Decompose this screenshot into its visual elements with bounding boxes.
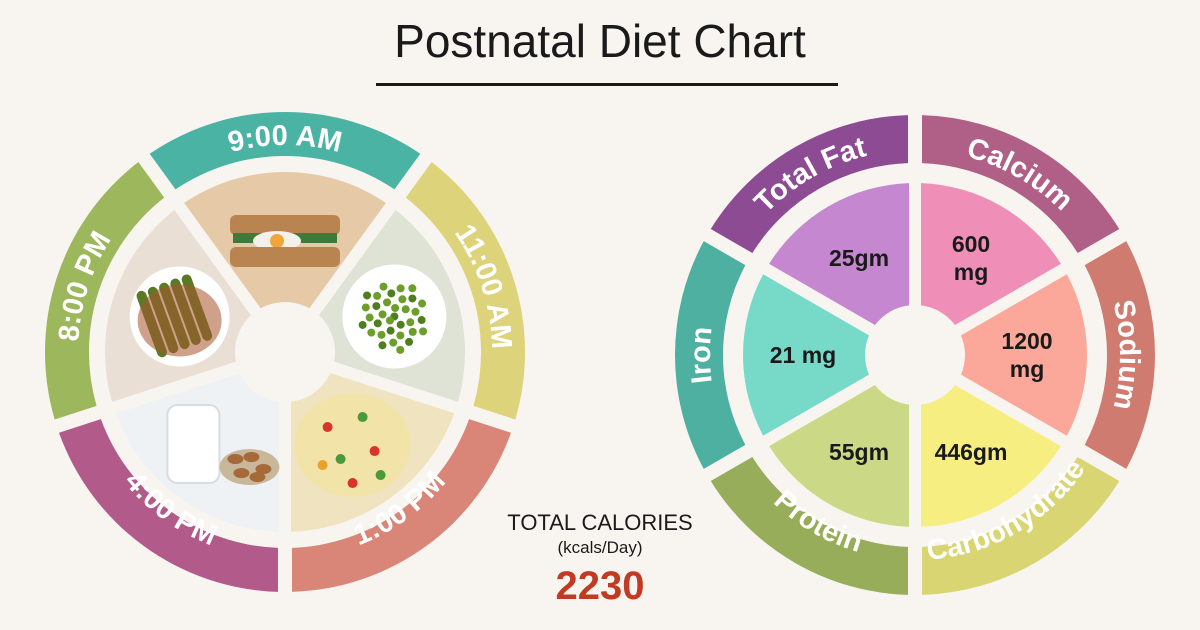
nutrient-value-label: 446gm <box>935 439 1008 465</box>
nutrient-value-label: 1200 mg <box>1001 328 1052 382</box>
nutrient-ring-segment <box>1084 241 1155 469</box>
nutrient-ring-segment <box>921 115 1120 254</box>
meal-time-segment <box>405 162 525 420</box>
nutrient-value-segment <box>920 385 1061 527</box>
stuffed-okra-icon-motif <box>129 266 230 367</box>
meal-time-segment <box>59 419 279 592</box>
nutrient-value-segment <box>920 183 1061 325</box>
nutrient-value-label: 25gm <box>829 245 889 271</box>
nutrient-value-label: 55gm <box>829 439 889 465</box>
nutrient-ring-segment <box>921 456 1120 595</box>
vegetable-rice-icon-motif <box>294 393 411 498</box>
nutrient-value-label: 21 mg <box>770 342 836 368</box>
milk-almonds-icon-motif <box>166 404 280 486</box>
meal-wheel-hub <box>235 302 335 402</box>
nutrient-value-segment <box>960 274 1087 436</box>
green-peas-icon-motif <box>342 264 447 369</box>
nutrient-ring-segment <box>710 115 909 254</box>
nutrient-ring-segment <box>675 241 746 469</box>
total-calories-unit: (kcals/Day) <box>557 538 643 557</box>
nutrient-value-segment <box>769 385 910 527</box>
nutrient-value-segment <box>769 183 910 325</box>
nutrient-wheel-hub <box>867 307 963 403</box>
page-title: Postnatal Diet Chart <box>394 15 806 67</box>
nutrient-ring-segment <box>710 456 909 595</box>
total-calories-value: 2230 <box>555 564 645 608</box>
egg-sandwich-icon-motif <box>230 215 340 267</box>
meal-time-segment <box>149 111 421 190</box>
meal-time-segment <box>291 419 511 592</box>
title-underline <box>376 83 838 86</box>
meal-time-segment <box>45 162 165 420</box>
total-calories-title: TOTAL CALORIES <box>507 510 693 535</box>
nutrient-value-segment <box>743 274 870 436</box>
nutrient-value-label: 600 mg <box>952 231 990 285</box>
